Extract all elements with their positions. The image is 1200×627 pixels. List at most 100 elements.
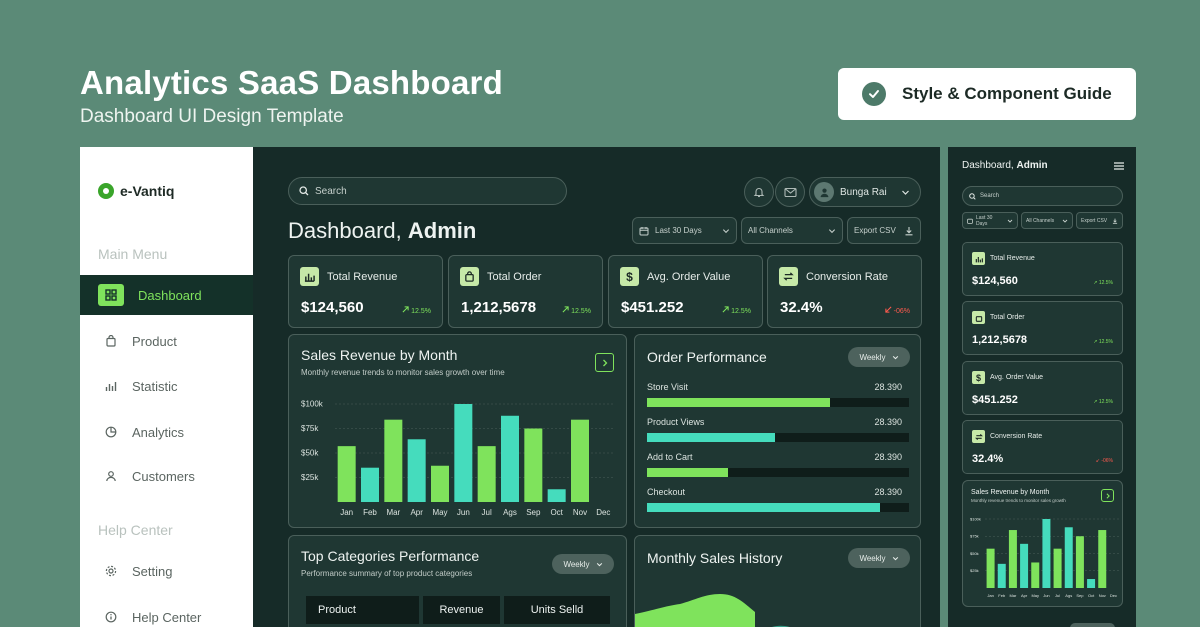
order-progress-track (647, 503, 909, 512)
dollar-icon: $ (620, 267, 639, 286)
mobile-kpi-total-order[interactable]: Total Order 1,212,5678 ↗ 12.5% (962, 301, 1123, 355)
mobile-date-range-select[interactable]: Last 30 Days (962, 212, 1018, 229)
mobile-channel-value: All Channels (1026, 217, 1055, 224)
monthly-sales-history-card: Monthly Sales History Weekly (634, 535, 921, 627)
mobile-chart-more-button[interactable] (1101, 489, 1114, 502)
kpi-delta-value: -06% (1101, 458, 1113, 464)
history-period-value: Weekly (859, 553, 886, 563)
sidebar-item-dashboard[interactable]: Dashboard (80, 275, 253, 315)
swap-icon (972, 430, 985, 443)
x-tick-label: Nov (1099, 593, 1106, 598)
x-tick-label: Jul (482, 508, 492, 517)
export-label: Export CSV (854, 226, 896, 235)
kpi-delta: ↗ 12.5% (1093, 339, 1113, 345)
mobile-preview: Dashboard, Admin Search Last 30 Days All… (948, 147, 1136, 627)
column-header-revenue[interactable]: Revenue (423, 596, 500, 624)
column-header-product[interactable]: Product (306, 596, 419, 624)
bar-may (1031, 562, 1040, 588)
bar-sep (1075, 536, 1084, 588)
kpi-value: $451.252 (972, 394, 1018, 406)
mobile-export-csv-button[interactable]: Export CSV (1076, 212, 1123, 229)
sidebar-item-setting[interactable]: Setting (80, 551, 253, 591)
history-period-select[interactable]: Weekly (848, 548, 910, 568)
x-tick-label: Sep (526, 508, 541, 517)
x-tick-label: Mar (386, 508, 400, 517)
main-menu-heading: Main Menu (98, 246, 168, 262)
order-row-value: 28.390 (874, 487, 902, 497)
chart-icon (300, 267, 319, 286)
dollar-icon: $ (972, 371, 985, 384)
sidebar-item-help-center[interactable]: Help Center (80, 597, 253, 627)
column-header-units-sold[interactable]: Units Selld (504, 596, 610, 624)
search-input[interactable]: Search (288, 177, 567, 205)
kpi-delta: 12.5% (562, 306, 591, 315)
order-progress-fill (647, 398, 831, 407)
kpi-delta-value: 12.5% (1098, 399, 1113, 405)
sidebar-item-analytics[interactable]: Analytics (80, 412, 253, 452)
order-progress-fill (647, 468, 729, 477)
kpi-card-conversion-rate[interactable]: Conversion Rate 32.4% -06% (767, 255, 922, 328)
search-icon (969, 192, 976, 200)
y-tick-label: $100k (970, 516, 981, 521)
kpi-label: Total Order (487, 271, 542, 283)
kpi-delta: ↙ -06% (1095, 458, 1113, 464)
mobile-channel-select[interactable]: All Channels (1021, 212, 1073, 229)
sidebar-item-product[interactable]: Product (80, 321, 253, 361)
x-tick-label: Dec (1110, 593, 1117, 598)
kpi-delta-value: 12.5% (411, 308, 431, 315)
kpi-value: 32.4% (780, 299, 823, 316)
order-progress-track (647, 398, 909, 407)
hamburger-menu-icon[interactable] (1114, 162, 1124, 170)
categories-period-select[interactable]: Weekly (552, 554, 614, 574)
mobile-kpi-total-revenue[interactable]: Total Revenue $124,560 ↗ 12.5% (962, 242, 1123, 296)
mobile-kpi-avg-order-value[interactable]: $ Avg. Order Value $451.252 ↗ 12.5% (962, 361, 1123, 415)
export-csv-button[interactable]: Export CSV (847, 217, 921, 244)
top-categories-subtitle: Performance summary of top product categ… (301, 569, 473, 578)
sidebar-item-customers[interactable]: Customers (80, 456, 253, 496)
x-tick-label: Jun (457, 508, 470, 517)
bar-sep (524, 428, 543, 502)
kpi-delta-value: -06% (893, 308, 910, 315)
mobile-date-range-value: Last 30 Days (976, 214, 993, 227)
sidebar-item-label: Help Center (132, 609, 202, 625)
user-menu[interactable]: Bunga Rai (809, 177, 921, 207)
order-performance-title: Order Performance (647, 349, 767, 365)
order-period-select[interactable]: Weekly (848, 347, 910, 367)
x-tick-label: Jul (1055, 593, 1060, 598)
brand-logo[interactable]: e-Vantiq (98, 183, 174, 199)
sidebar-item-label: Dashboard (138, 287, 202, 303)
kpi-label: Total Revenue (327, 271, 398, 283)
date-range-value: Last 30 Days (655, 226, 702, 235)
arrow-down-left-icon (885, 306, 892, 313)
calendar-icon (967, 218, 973, 224)
kpi-card-total-revenue[interactable]: Total Revenue $124,560 12.5% (288, 255, 443, 328)
sidebar-item-label: Product (132, 333, 177, 349)
mobile-search-input[interactable]: Search (962, 186, 1123, 206)
bag-icon (972, 311, 985, 324)
kpi-delta-value: 12.5% (1098, 339, 1113, 345)
kpi-delta: -06% (885, 306, 910, 315)
top-categories-title: Top Categories Performance (301, 548, 480, 564)
x-tick-label: Apr (410, 508, 423, 517)
style-guide-badge[interactable]: Style & Component Guide (838, 68, 1136, 120)
y-tick-label: $75k (301, 424, 319, 433)
mobile-kpi-conversion-rate[interactable]: Conversion Rate 32.4% ↙ -06% (962, 420, 1123, 474)
sales-revenue-more-button[interactable] (595, 353, 614, 372)
bar-ags (1064, 527, 1073, 588)
date-range-select[interactable]: Last 30 Days (632, 217, 737, 244)
kpi-delta-value: 12.5% (731, 308, 751, 315)
chevron-down-icon (596, 562, 602, 566)
sidebar-item-statistic[interactable]: Statistic (80, 366, 253, 406)
x-tick-label: Ags (503, 508, 517, 517)
messages-button[interactable] (775, 177, 805, 207)
sales-revenue-card: Sales Revenue by Month Monthly revenue t… (288, 334, 627, 528)
bar-apr (1020, 543, 1029, 588)
mobile-period-pill[interactable] (1070, 623, 1115, 627)
kpi-card-avg-order-value[interactable]: $ Avg. Order Value $451.252 12.5% (608, 255, 763, 328)
kpi-card-total-order[interactable]: Total Order 1,212,5678 12.5% (448, 255, 603, 328)
channel-select[interactable]: All Channels (741, 217, 843, 244)
bar-jul (477, 446, 496, 502)
x-tick-label: Nov (573, 508, 587, 517)
notification-button[interactable] (744, 177, 774, 207)
avatar (814, 182, 834, 202)
